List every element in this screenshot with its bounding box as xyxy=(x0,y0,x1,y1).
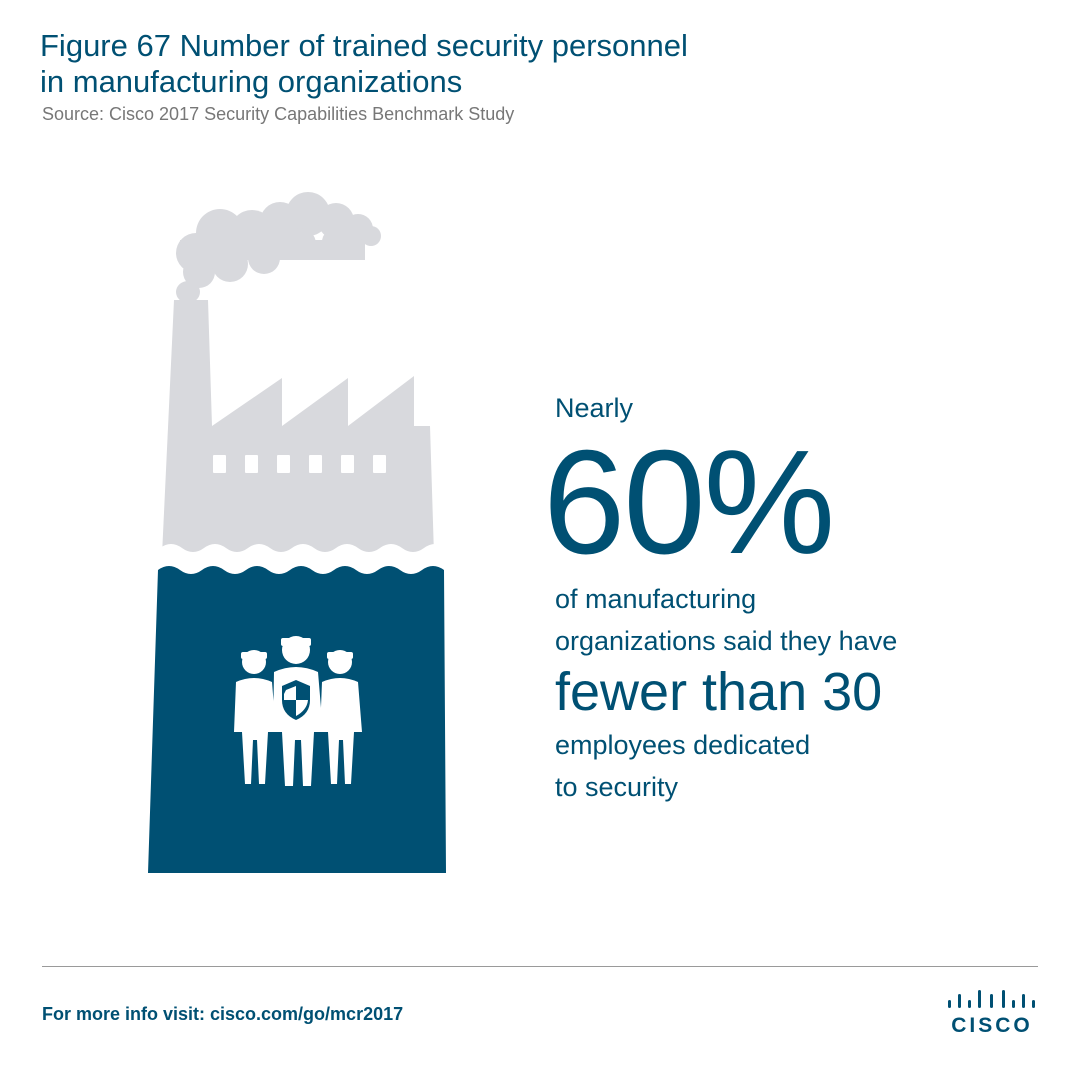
factory-windows xyxy=(213,455,386,473)
cisco-logo-icon: CISCO xyxy=(944,990,1040,1040)
cisco-bars-icon xyxy=(948,990,1035,1008)
smoke-cloud-icon xyxy=(176,192,381,303)
footer-prefix: For more info visit: xyxy=(42,1004,211,1024)
cisco-wordmark: CISCO xyxy=(951,1014,1033,1037)
water-wave xyxy=(158,544,446,574)
figure-title: Figure 67 Number of trained security per… xyxy=(40,28,940,100)
figure-title-line-1: Figure 67 Number of trained security per… xyxy=(40,28,688,63)
footer-divider xyxy=(42,966,1038,967)
stat-body-line-1: of manufacturing xyxy=(555,584,757,614)
shield-icon xyxy=(282,680,310,720)
stat-lead: Nearly xyxy=(555,393,634,423)
source-note: Source: Cisco 2017 Security Capabilities… xyxy=(42,104,515,124)
stat-percentage: 60% xyxy=(543,420,835,585)
key-statistic: Nearly 60% of manufacturing organization… xyxy=(543,388,1035,808)
stat-tail-line-2: to security xyxy=(555,772,679,802)
security-team-icon xyxy=(234,636,362,786)
footer-link[interactable]: cisco.com/go/mcr2017 xyxy=(210,1004,404,1024)
stat-emphasis: fewer than 30 xyxy=(555,662,883,722)
stat-body-line-2: organizations said they have xyxy=(555,626,898,656)
stat-tail-line-1: employees dedicated xyxy=(555,730,811,760)
footer-info: For more info visit: cisco.com/go/mcr201… xyxy=(42,1004,403,1025)
factory-building xyxy=(162,300,434,555)
figure-title-line-2: in manufacturing organizations xyxy=(40,64,463,99)
